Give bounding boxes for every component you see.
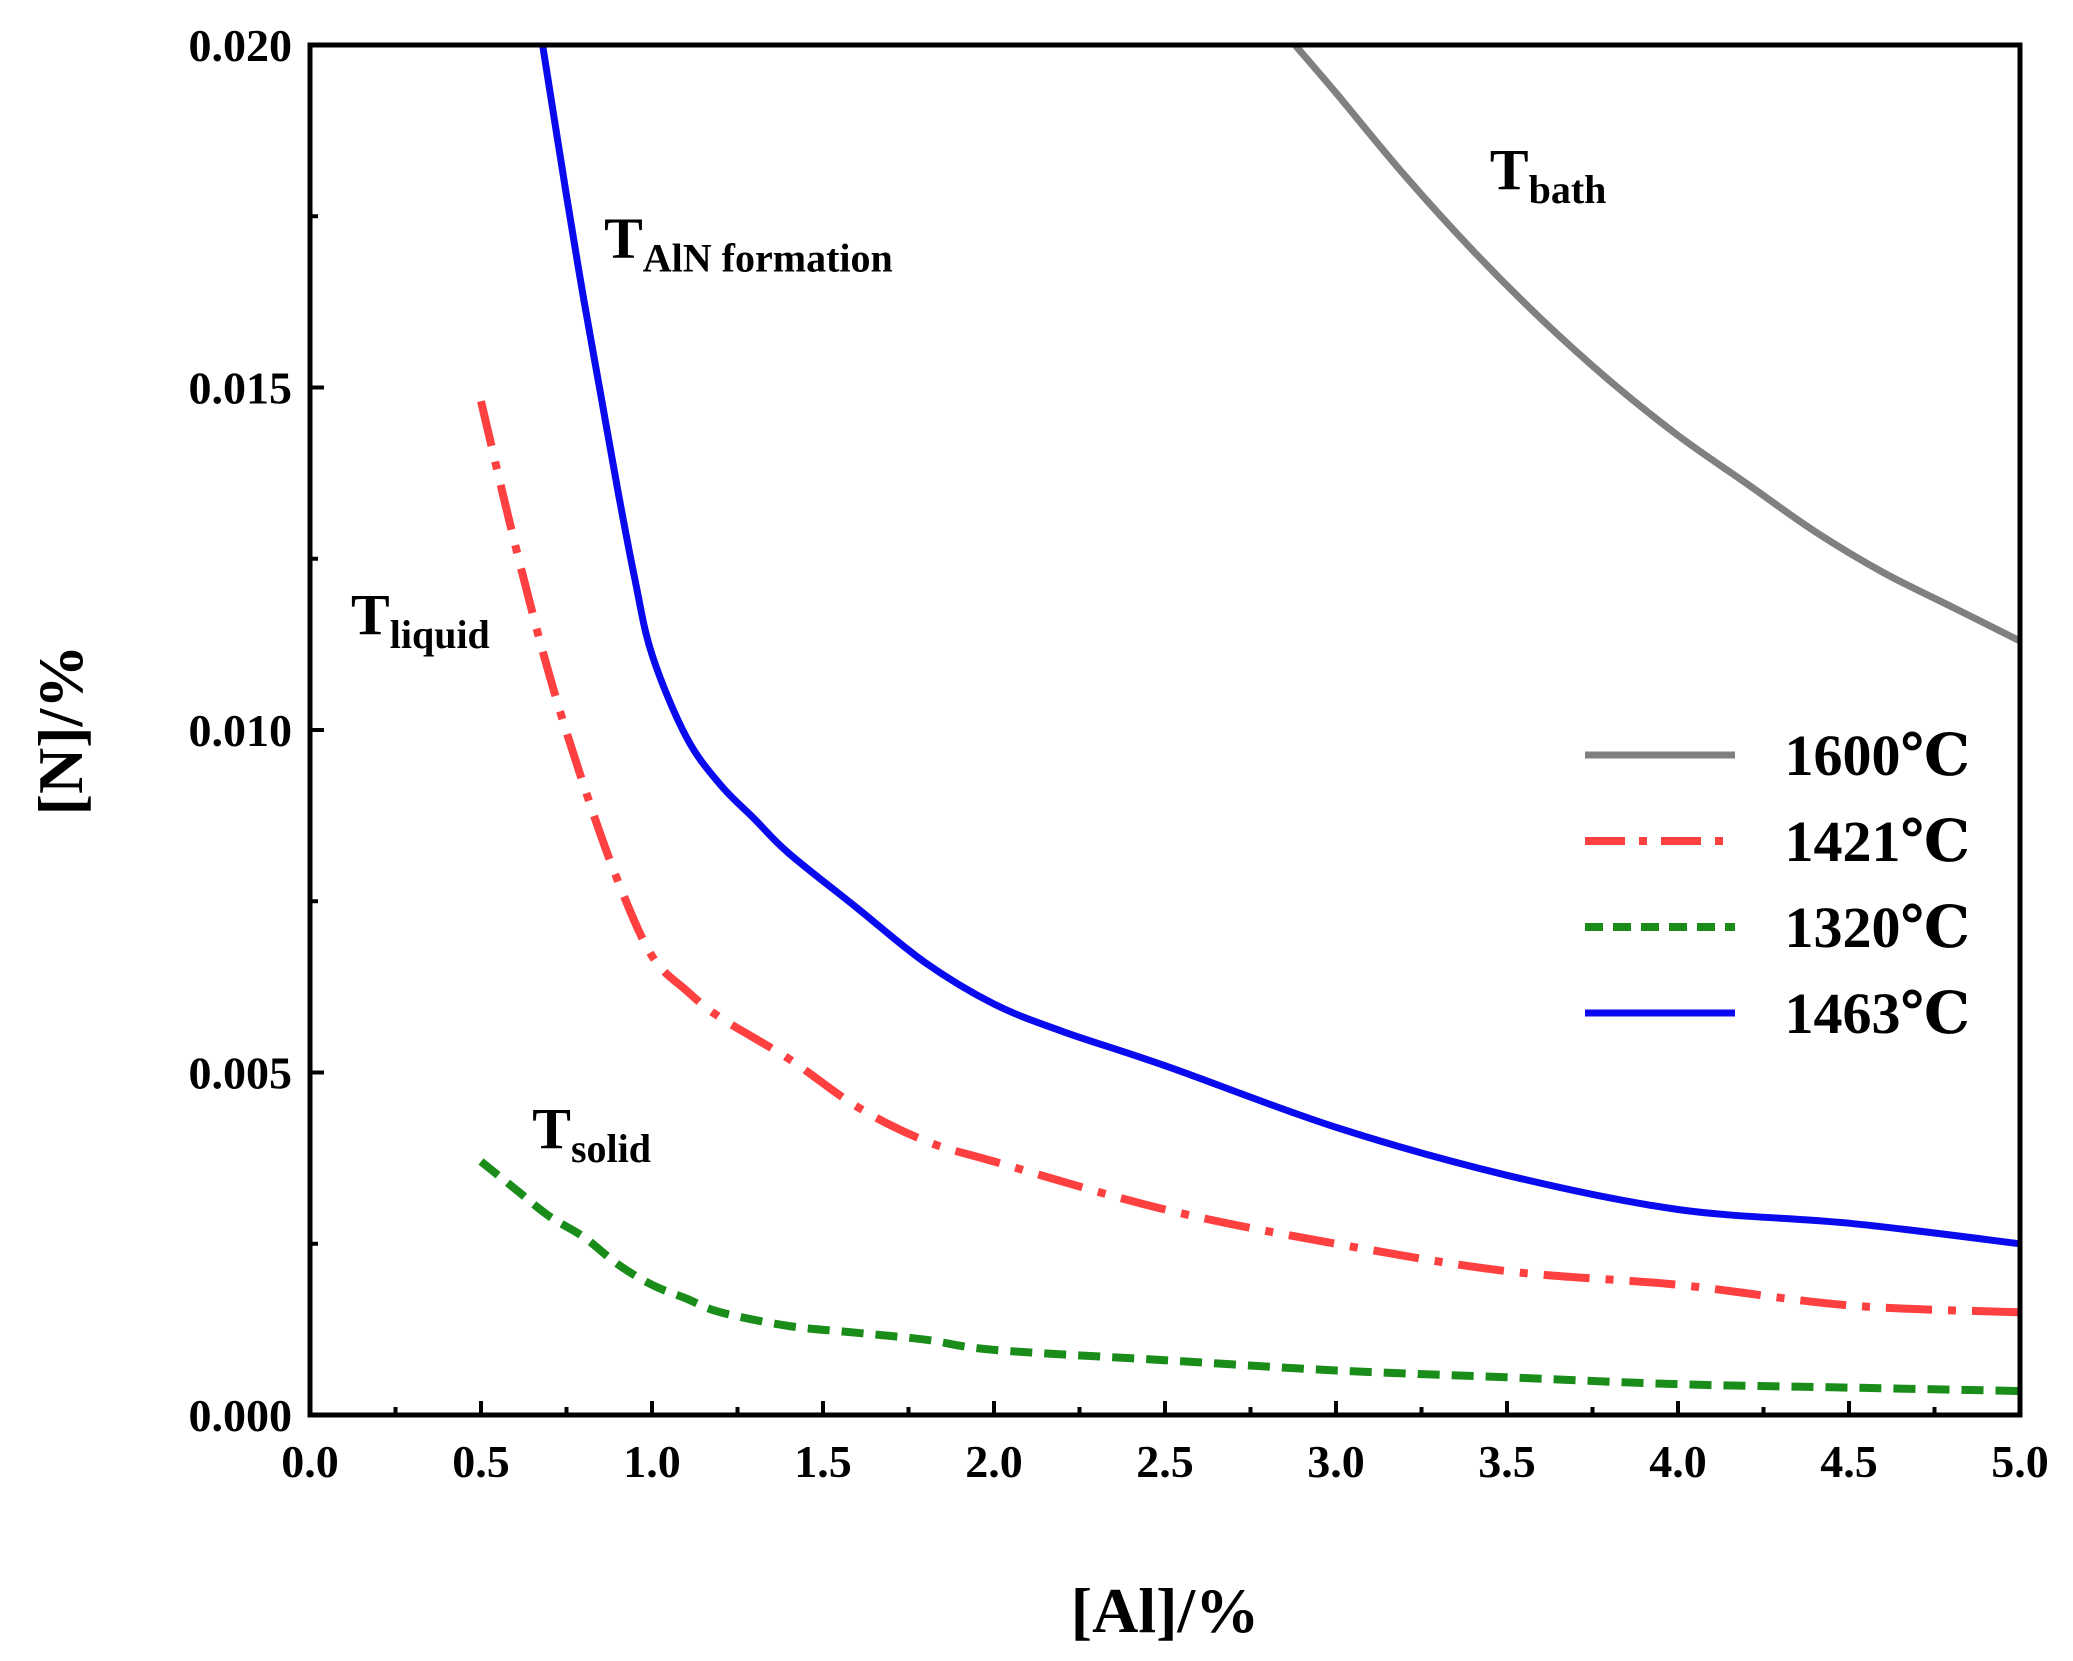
y-tick-label: 0.020	[189, 20, 293, 71]
x-axis-title: [Al]/%	[1071, 1575, 1259, 1646]
x-tick-label: 3.5	[1478, 1436, 1536, 1487]
x-tick-label: 1.5	[794, 1436, 852, 1487]
series-layer	[477, 42, 2022, 1395]
legend-label-0: 1600℃	[1785, 723, 1971, 788]
ticks-layer: 0.0 0.5 1.0 1.5 2.0 2.5 3.0 3.5 4.0 4.5 5.0 0.000 0.…	[189, 20, 2049, 1487]
series-line-3	[539, 44, 2021, 1248]
series-line-2	[478, 1158, 2021, 1395]
annotation-bath: Tbath	[1490, 137, 1607, 212]
x-tick-label: 4.5	[1820, 1436, 1878, 1487]
y-tick-label: 0.005	[189, 1048, 293, 1099]
y-tick-label: 0.015	[189, 363, 293, 414]
legend-label-2: 1320℃	[1785, 895, 1971, 960]
x-tick-label: 5.0	[1991, 1436, 2049, 1487]
series-line-1	[477, 400, 2021, 1317]
legend-label-1: 1421℃	[1785, 809, 1971, 874]
series-line-0	[1292, 42, 2022, 645]
x-tick-label: 2.5	[1136, 1436, 1194, 1487]
annotation-subscript: bath	[1529, 167, 1607, 212]
y-axis-title: [N]/%	[25, 645, 96, 816]
x-tick-label: 2.0	[965, 1436, 1023, 1487]
annotation-main: T	[604, 205, 643, 270]
annotation-aln: TAlN formation	[604, 205, 893, 280]
annotation-subscript: solid	[571, 1126, 651, 1171]
y-tick-label: 0.010	[189, 705, 293, 756]
annotation-subscript: liquid	[390, 612, 490, 657]
legend-label-3: 1463℃	[1785, 981, 1971, 1046]
annotation-subscript: AlN formation	[643, 235, 893, 280]
y-tick-label: 0.000	[189, 1390, 293, 1441]
x-tick-label: 1.0	[623, 1436, 681, 1487]
x-tick-label: 3.0	[1307, 1436, 1365, 1487]
x-tick-label: 4.0	[1649, 1436, 1707, 1487]
annotation-main: T	[351, 582, 390, 647]
annotation-liquid: Tliquid	[351, 582, 490, 657]
x-tick-label: 0.5	[452, 1436, 510, 1487]
annotation-main: T	[1490, 137, 1529, 202]
legend: 1600℃ 1421℃ 1320℃ 1463℃	[1585, 723, 1970, 1046]
x-tick-label: 0.0	[281, 1436, 339, 1487]
annotation-main: T	[532, 1096, 571, 1161]
annotation-solid: Tsolid	[532, 1096, 651, 1171]
